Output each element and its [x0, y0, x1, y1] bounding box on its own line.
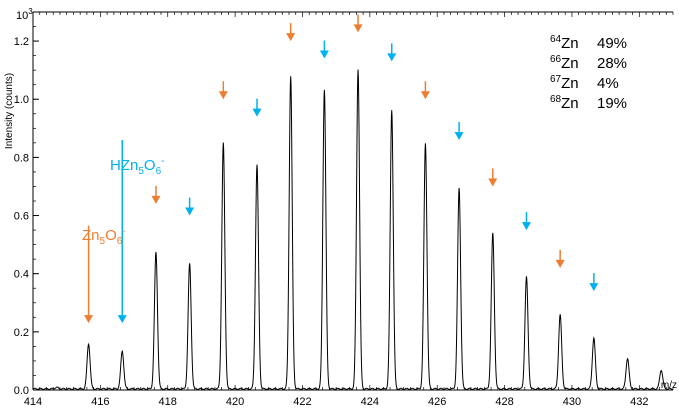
x-tick-label: 428 [495, 396, 513, 408]
y-multiplier-label: 103 [16, 7, 33, 22]
y-multiplier-exponent: 3 [28, 7, 33, 16]
orange-arrow-head [555, 259, 565, 268]
spectrum-trace [32, 69, 674, 390]
blue-arrow-head [454, 131, 464, 140]
isotope-percent: 4% [597, 75, 619, 92]
x-tick-label: 432 [630, 396, 648, 408]
blue-arrow-head [252, 108, 262, 117]
x-tick-label: 416 [91, 396, 109, 408]
y-tick-label: 0.0 [14, 385, 29, 397]
x-tick-label: 424 [361, 396, 379, 408]
x-tick-label: 426 [428, 396, 446, 408]
x-tick-label: 422 [293, 396, 311, 408]
orange-arrow-head [218, 91, 228, 100]
orange-arrow-head [286, 33, 296, 42]
blue-arrow-head [117, 315, 127, 324]
y-tick-label: 0.2 [14, 327, 29, 339]
blue-arrow-head [589, 283, 599, 292]
orange-arrow-head [488, 178, 498, 187]
x-axis-title: m/z [661, 380, 677, 391]
spectrum-line [32, 69, 674, 390]
blue-arrow-head [185, 207, 195, 216]
y-tick-label: 0.8 [14, 152, 29, 164]
series-labels: Zn5O6- HZn5O6- [82, 156, 164, 247]
series-label-hzn5o6: HZn5O6- [110, 156, 164, 177]
x-tick-label: 414 [24, 396, 42, 408]
orange-arrow-head [353, 24, 363, 33]
orange-arrow-head [84, 315, 94, 324]
blue-arrow-head [387, 53, 397, 62]
y-tick-label: 0.6 [14, 211, 29, 223]
y-axis-title: Intensity (counts) [4, 73, 15, 149]
isotope-percent: 28% [597, 55, 627, 72]
peak-arrows [84, 14, 599, 324]
isotope-percent: 49% [597, 35, 627, 52]
y-tick-label: 1.0 [14, 94, 29, 106]
series-label-zn5o6: Zn5O6- [82, 226, 126, 247]
isotope-percent: 19% [597, 95, 627, 112]
x-tick-label: 420 [226, 396, 244, 408]
y-tick-label: 1.2 [14, 36, 29, 48]
blue-arrow-head [319, 50, 329, 59]
axes: 414 416 418 420 422 424 426 428 430 432 0.0 0.2 0.4 0… [4, 7, 677, 408]
isotope-row: 67Zn [550, 74, 579, 92]
isotope-row: 66Zn [550, 54, 579, 72]
blue-arrow-head [521, 222, 531, 231]
orange-arrow-head [420, 91, 430, 100]
y-tick-label: 0.4 [14, 269, 29, 281]
x-tick-label: 430 [563, 396, 581, 408]
isotope-row: 64Zn [550, 34, 579, 52]
orange-arrow-head [151, 195, 161, 204]
isotope-legend: 64Zn 49% 66Zn 28% 67Zn 4% 68Zn 19% [550, 34, 627, 112]
isotope-row: 68Zn [550, 94, 579, 112]
x-tick-label: 418 [159, 396, 177, 408]
